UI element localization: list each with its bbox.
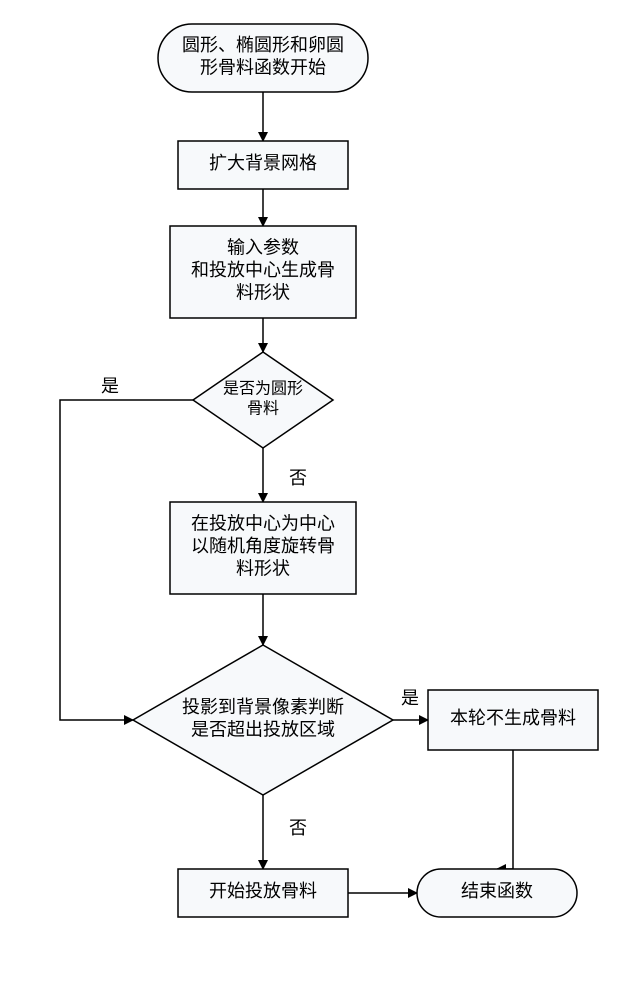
- node-d1: 是否为圆形骨料: [193, 352, 333, 448]
- node-text-line: 料形状: [236, 559, 290, 579]
- node-n3: 在投放中心为中心以随机角度旋转骨料形状: [170, 502, 356, 594]
- node-start: 圆形、椭圆形和卵圆形骨料函数开始: [158, 24, 368, 92]
- node-text-line: 骨料: [247, 400, 279, 418]
- node-text-line: 扩大背景网格: [209, 153, 317, 173]
- node-n4: 本轮不生成骨料: [428, 690, 598, 750]
- edge-label-d2-n4: 是: [401, 688, 419, 708]
- node-text-line: 在投放中心为中心: [191, 514, 335, 534]
- node-text-line: 输入参数: [227, 238, 299, 258]
- node-text-line: 投影到背景像素判断: [182, 697, 344, 717]
- node-text-line: 形骨料函数开始: [200, 57, 326, 77]
- node-text-line: 开始投放骨料: [209, 881, 317, 901]
- node-n2: 输入参数和投放中心生成骨料形状: [170, 226, 356, 318]
- node-text-line: 圆形、椭圆形和卵圆: [182, 35, 344, 55]
- node-n1: 扩大背景网格: [178, 141, 348, 189]
- node-text-line: 和投放中心生成骨: [191, 260, 335, 280]
- node-text-line: 结束函数: [461, 881, 533, 901]
- nodes-layer: 圆形、椭圆形和卵圆形骨料函数开始扩大背景网格输入参数和投放中心生成骨料形状是否为…: [133, 24, 598, 917]
- node-d2: 投影到背景像素判断是否超出投放区域: [133, 645, 393, 795]
- node-text-line: 是否超出投放区域: [191, 719, 335, 739]
- edge-label-d1-d2: 是: [101, 376, 119, 396]
- node-text-line: 本轮不生成骨料: [450, 708, 576, 728]
- node-n5: 开始投放骨料: [178, 869, 348, 917]
- node-end: 结束函数: [417, 869, 577, 917]
- edge-label-d1-n3: 否: [289, 468, 307, 488]
- edge-label-d2-n5: 否: [289, 818, 307, 838]
- node-text-line: 是否为圆形: [223, 380, 303, 398]
- edge-n4-end: [497, 750, 513, 869]
- node-text-line: 以随机角度旋转骨: [191, 536, 335, 556]
- node-text-line: 料形状: [236, 283, 290, 303]
